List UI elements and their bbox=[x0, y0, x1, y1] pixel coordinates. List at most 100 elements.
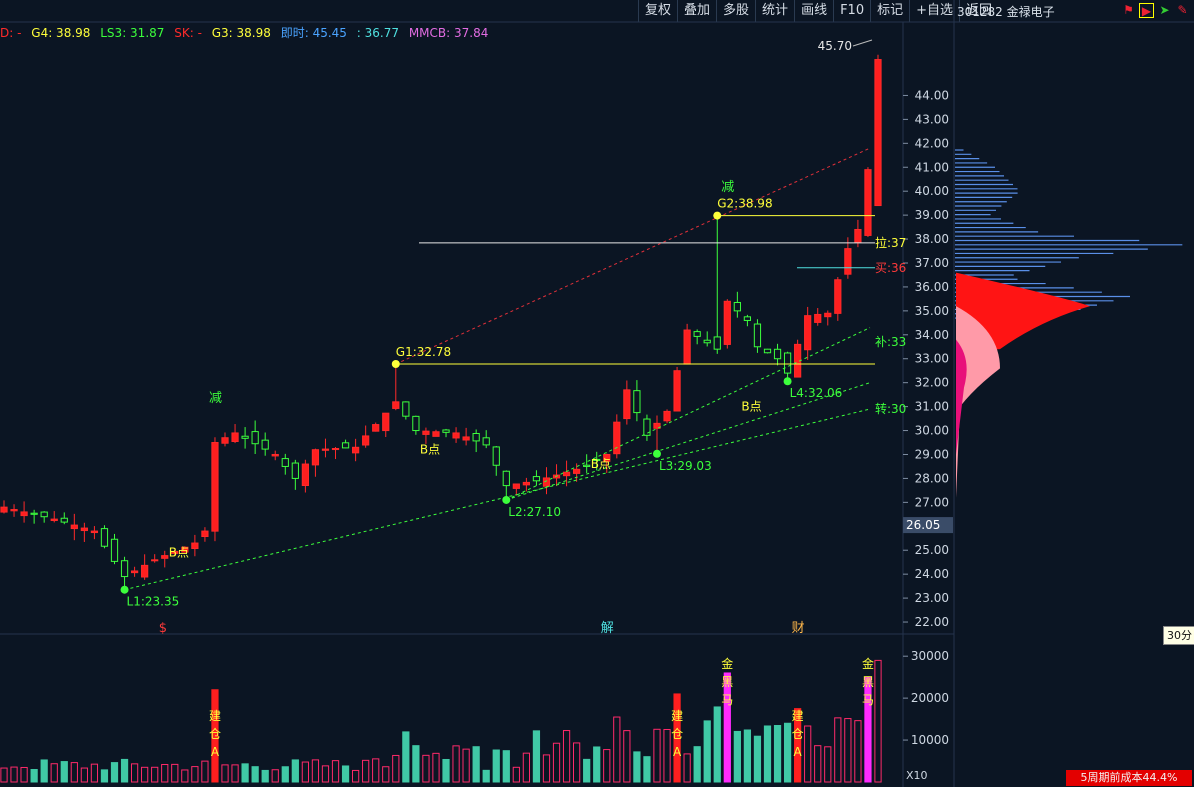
volume-bar bbox=[341, 765, 350, 783]
candle bbox=[161, 550, 169, 568]
volume-bar bbox=[502, 750, 510, 783]
candle bbox=[824, 310, 832, 326]
volume-bar bbox=[40, 759, 48, 783]
candle bbox=[110, 533, 119, 565]
volume-bar bbox=[351, 769, 360, 783]
volume-bar bbox=[161, 764, 169, 783]
volume-bar bbox=[874, 659, 882, 783]
candle-body bbox=[713, 336, 721, 350]
toolbar-restore-rights-button[interactable]: 复权 bbox=[638, 0, 677, 22]
stock-title: 301282 金禄电子 bbox=[957, 5, 1055, 19]
extreme-label: L3:29.03 bbox=[659, 459, 712, 473]
candle-body bbox=[412, 415, 420, 432]
candle bbox=[130, 566, 139, 577]
candle bbox=[392, 364, 400, 411]
play-icon[interactable]: ▶ bbox=[1139, 3, 1154, 18]
candle-body bbox=[331, 447, 340, 451]
extreme-dot bbox=[391, 360, 400, 369]
toolbar-mark-button[interactable]: 标记 bbox=[870, 0, 909, 22]
flag-icon[interactable]: ⚑ bbox=[1123, 3, 1134, 17]
candle bbox=[351, 438, 360, 462]
toolbar-overlay-button[interactable]: 叠加 bbox=[677, 0, 716, 22]
candle-body bbox=[522, 481, 531, 486]
candle bbox=[442, 428, 450, 438]
candle bbox=[412, 415, 420, 435]
candle-body bbox=[171, 550, 179, 554]
resistance-trendline bbox=[395, 147, 871, 365]
profile-red bbox=[956, 272, 1090, 352]
candle bbox=[281, 453, 289, 475]
extreme-label: G1:32.78 bbox=[396, 345, 451, 359]
volume-bar bbox=[261, 769, 269, 783]
candle-body bbox=[382, 412, 390, 432]
volume-bar bbox=[301, 761, 309, 783]
volume-bar bbox=[653, 728, 661, 783]
candle bbox=[713, 215, 721, 354]
toolbar-stats-button[interactable]: 统计 bbox=[755, 0, 794, 22]
toolbar-back-button[interactable]: 返回 bbox=[959, 0, 998, 22]
cost-badge: 5周期前成本44.4% bbox=[1066, 770, 1192, 786]
candle-body bbox=[241, 435, 249, 439]
indicator-d: D: - bbox=[0, 26, 22, 40]
volume-bar bbox=[512, 766, 520, 783]
volume-bar bbox=[573, 742, 581, 783]
candle bbox=[573, 463, 581, 482]
candle bbox=[100, 525, 109, 549]
candle bbox=[251, 420, 259, 455]
volume-bar bbox=[844, 718, 852, 783]
candle-body bbox=[311, 449, 320, 466]
volume-bar bbox=[362, 759, 370, 783]
candle-body bbox=[392, 401, 400, 409]
volume-marker-char: A bbox=[211, 745, 220, 759]
candle bbox=[613, 414, 621, 459]
y-tick-label: 39.00 bbox=[915, 208, 949, 222]
candle-body bbox=[50, 518, 58, 522]
y-tick-label: 29.00 bbox=[915, 447, 949, 461]
toolbar-multi-stock-button[interactable]: 多股 bbox=[716, 0, 755, 22]
toolbar-draw-line-button[interactable]: 画线 bbox=[794, 0, 833, 22]
b-point-label: B点 bbox=[169, 546, 189, 560]
volume-bar bbox=[542, 754, 551, 783]
candle bbox=[794, 339, 802, 378]
toolbar-f10-button[interactable]: F10 bbox=[833, 0, 870, 22]
toolbar-add-watchlist-button[interactable]: +自选 bbox=[909, 0, 959, 22]
arrow-icon[interactable]: ➤ bbox=[1159, 3, 1170, 17]
candle-body bbox=[583, 464, 591, 467]
y-tick-label: 40.00 bbox=[915, 184, 949, 198]
y-tick-label: 31.00 bbox=[915, 400, 949, 414]
volume-bar bbox=[673, 693, 681, 783]
candle bbox=[874, 54, 882, 207]
candle-body bbox=[402, 401, 410, 417]
side-label: 拉:37 bbox=[875, 235, 906, 250]
candle-body bbox=[623, 389, 631, 420]
volume-bar bbox=[130, 763, 139, 783]
y-tick-label: 28.00 bbox=[915, 471, 949, 485]
volume-marker-char: 仓 bbox=[792, 727, 804, 741]
volume-bar bbox=[763, 725, 772, 783]
extreme-label: L4:32.06 bbox=[790, 386, 843, 400]
volume-bar bbox=[442, 758, 450, 783]
volume-bar bbox=[713, 706, 721, 783]
volume-bar bbox=[422, 754, 430, 783]
y-tick-label: 30.00 bbox=[915, 424, 949, 438]
candle-body bbox=[201, 530, 209, 538]
volume-bar bbox=[181, 769, 189, 783]
extreme-label: L2:27.10 bbox=[508, 505, 561, 519]
candle-body bbox=[673, 370, 681, 412]
indicator-g4: G4: 38.98 bbox=[31, 26, 91, 40]
trendline-l3 bbox=[506, 327, 871, 501]
candle-body bbox=[422, 430, 430, 435]
b-point-label: B点 bbox=[591, 457, 611, 471]
volume-bar bbox=[30, 769, 38, 783]
candle bbox=[201, 527, 209, 542]
candle-body bbox=[462, 436, 470, 441]
candle bbox=[512, 483, 520, 496]
candle-body bbox=[120, 560, 129, 578]
volume-marker-char: 建 bbox=[792, 709, 804, 723]
vol-tick-label: 20000 bbox=[911, 691, 949, 705]
candle-body bbox=[10, 509, 18, 512]
candle bbox=[432, 429, 440, 437]
pin-icon[interactable]: ✎ bbox=[1177, 3, 1188, 17]
